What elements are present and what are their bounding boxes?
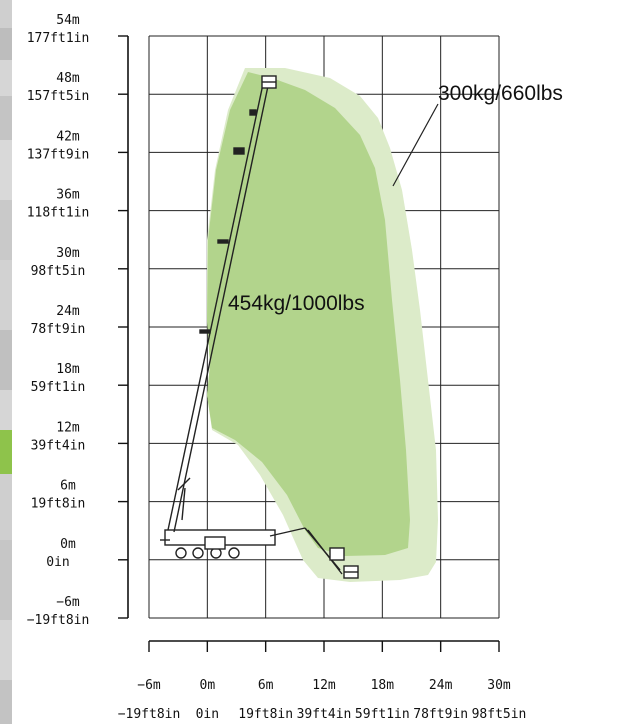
left-sidebar-strip <box>0 0 12 724</box>
x-tick-label-ft: 59ft1in <box>355 707 410 722</box>
y-tick-label-m: −6m <box>56 595 80 610</box>
sidebar-segment <box>0 390 12 430</box>
sidebar-segment <box>0 330 12 390</box>
y-tick-label-ft: 78ft9in <box>31 322 86 337</box>
x-tick-label-m: 12m <box>312 678 336 693</box>
x-tick-label-m: 24m <box>429 678 453 693</box>
x-tick-label-ft: 78ft9in <box>413 707 468 722</box>
y-tick-label-ft: 19ft8in <box>31 497 86 512</box>
x-tick-label-ft: −19ft8in <box>118 707 181 722</box>
sidebar-segment <box>0 540 12 620</box>
y-tick-label-ft: 39ft4in <box>31 438 86 453</box>
sidebar-segment <box>0 680 12 724</box>
label-300kg: 300kg/660lbs <box>438 82 563 105</box>
sidebar-segment <box>0 28 12 60</box>
y-tick-label-ft: 118ft1in <box>27 206 90 221</box>
x-tick-label-ft: 0in <box>196 707 219 722</box>
y-tick-label-m: 6m <box>60 479 76 494</box>
sidebar-segment <box>0 140 12 200</box>
x-tick-label-ft: 39ft4in <box>297 707 352 722</box>
sidebar-segment <box>0 60 12 96</box>
x-tick-label-m: 0m <box>200 678 216 693</box>
x-tick-label-m: −6m <box>137 678 161 693</box>
y-tick-label-ft: 157ft5in <box>27 89 90 104</box>
sidebar-segment <box>0 200 12 260</box>
y-tick-label-ft: 59ft1in <box>31 380 86 395</box>
x-tick-label-m: 30m <box>487 678 511 693</box>
y-tick-label-ft: 98ft5in <box>31 264 86 279</box>
axis-ticks <box>118 35 500 652</box>
label-454kg: 454kg/1000lbs <box>228 292 365 315</box>
y-tick-label-m: 12m <box>56 420 80 435</box>
sidebar-segment <box>0 96 12 140</box>
y-tick-label-ft: 137ft9in <box>27 147 90 162</box>
x-tick-label-ft: 98ft5in <box>472 707 527 722</box>
y-tick-label-m: 42m <box>56 129 80 144</box>
y-tick-label-m: 30m <box>56 246 80 261</box>
callout-leader-300kg <box>392 103 439 187</box>
x-tick-label-m: 6m <box>258 678 274 693</box>
sidebar-segment <box>0 430 12 474</box>
zone-454kg <box>207 72 410 556</box>
y-tick-label-m: 54m <box>56 13 80 28</box>
y-tick-label-ft: 177ft1in <box>27 31 90 46</box>
sidebar-segment <box>0 620 12 680</box>
x-axis-labels: −6m −19ft8in 0m 0in 6m 19ft8in 12m 39ft4in 18m 59… <box>118 678 527 722</box>
sidebar-segment <box>0 0 12 28</box>
y-tick-label-m: 48m <box>56 71 80 86</box>
y-tick-label-ft: 0in <box>46 555 69 570</box>
y-tick-label-m: 36m <box>56 188 80 203</box>
y-tick-label-m: 18m <box>56 362 80 377</box>
sidebar-segment <box>0 260 12 330</box>
aerial-lift-illustration <box>160 75 359 579</box>
x-tick-label-m: 18m <box>371 678 395 693</box>
sidebar-segment <box>0 474 12 540</box>
y-tick-label-ft: −19ft8in <box>27 613 90 628</box>
y-tick-label-m: 0m <box>60 537 76 552</box>
y-axis-labels: 54m 177ft1in 48m 157ft5in 42m 137ft9in 36m 118f… <box>27 13 90 628</box>
x-tick-label-ft: 19ft8in <box>238 707 293 722</box>
y-tick-label-m: 24m <box>56 304 80 319</box>
